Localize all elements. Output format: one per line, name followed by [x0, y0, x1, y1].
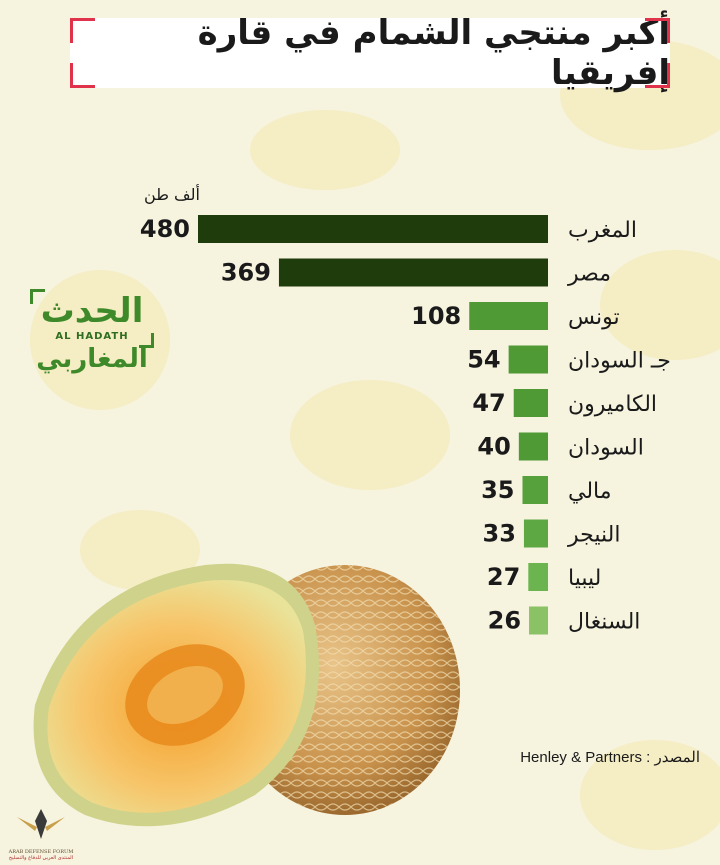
- corner-bracket-icon: [70, 63, 95, 88]
- bar-6: [522, 476, 548, 504]
- background-blob: [580, 740, 720, 850]
- background-blob: [30, 270, 170, 410]
- bar-9: [529, 606, 548, 635]
- category-label: ليبيا: [568, 566, 601, 591]
- corner-bracket-icon: [70, 18, 95, 43]
- forum-name: ARAB DEFENSE FORUM: [8, 849, 74, 855]
- bar-value-label: 35: [481, 476, 514, 504]
- category-label: تونس: [568, 305, 620, 330]
- bar-chart: ألف طن 480 المغرب 369 مصر 108 تونس 54 جـ السودان…: [140, 184, 671, 635]
- chart-title: أكبر منتجي الشمام في قارة إفريقيا: [197, 13, 670, 93]
- bar-value-label: 33: [483, 520, 516, 548]
- bar-value-label: 40: [477, 433, 510, 461]
- bar-2: [469, 302, 548, 330]
- background-blob: [250, 110, 400, 190]
- logo-subtitle: المغاربي: [36, 344, 148, 374]
- corner-bracket-icon: [645, 18, 670, 43]
- logo-arabic: الحدث: [40, 291, 144, 331]
- logo-english: AL HADATH: [55, 331, 129, 342]
- bar-value-label: 47: [472, 389, 505, 417]
- background-blob: [600, 250, 720, 360]
- category-label: المغرب: [568, 218, 637, 243]
- bar-value-label: 480: [140, 215, 190, 243]
- bar-0: [198, 215, 548, 243]
- category-label: مالي: [568, 479, 612, 504]
- unit-label: ألف طن: [144, 184, 200, 205]
- bar-3: [508, 345, 548, 374]
- category-label: مصر: [567, 262, 611, 287]
- logo-bracket-icon: [30, 289, 45, 304]
- bar-5: [518, 432, 548, 461]
- al-hadath-logo: الحدث AL HADATH المغاربي: [22, 285, 162, 405]
- title-box: أكبر منتجي الشمام في قارة إفريقيا: [70, 13, 670, 93]
- corner-bracket-icon: [645, 63, 670, 88]
- bar-value-label: 27: [487, 563, 520, 591]
- bar-value-label: 54: [467, 346, 500, 374]
- bar-1: [278, 258, 548, 287]
- category-label: النيجر: [567, 523, 620, 548]
- forum-subtitle: المنتدى العربي للدفاع والتسليح: [8, 855, 74, 861]
- category-label: السنغال: [568, 610, 640, 635]
- background-blob: [290, 380, 450, 490]
- forum-watermark: ARAB DEFENSE FORUM المنتدى العربي للدفاع…: [6, 805, 76, 861]
- source-note: المصدر : Henley & Partners: [520, 749, 700, 766]
- bar-4: [513, 389, 548, 417]
- logo-bracket-icon: [139, 333, 154, 348]
- bar-7: [523, 519, 548, 548]
- bar-8: [528, 563, 548, 591]
- category-label: الكاميرون: [568, 392, 657, 417]
- melon-illustration: [33, 563, 460, 827]
- category-label: السودان: [568, 436, 644, 461]
- bar-value-label: 369: [221, 259, 271, 287]
- bar-value-label: 108: [411, 302, 461, 330]
- category-label: جـ السودان: [568, 349, 671, 374]
- forum-emblem-icon: [17, 809, 65, 839]
- bar-value-label: 26: [488, 607, 521, 635]
